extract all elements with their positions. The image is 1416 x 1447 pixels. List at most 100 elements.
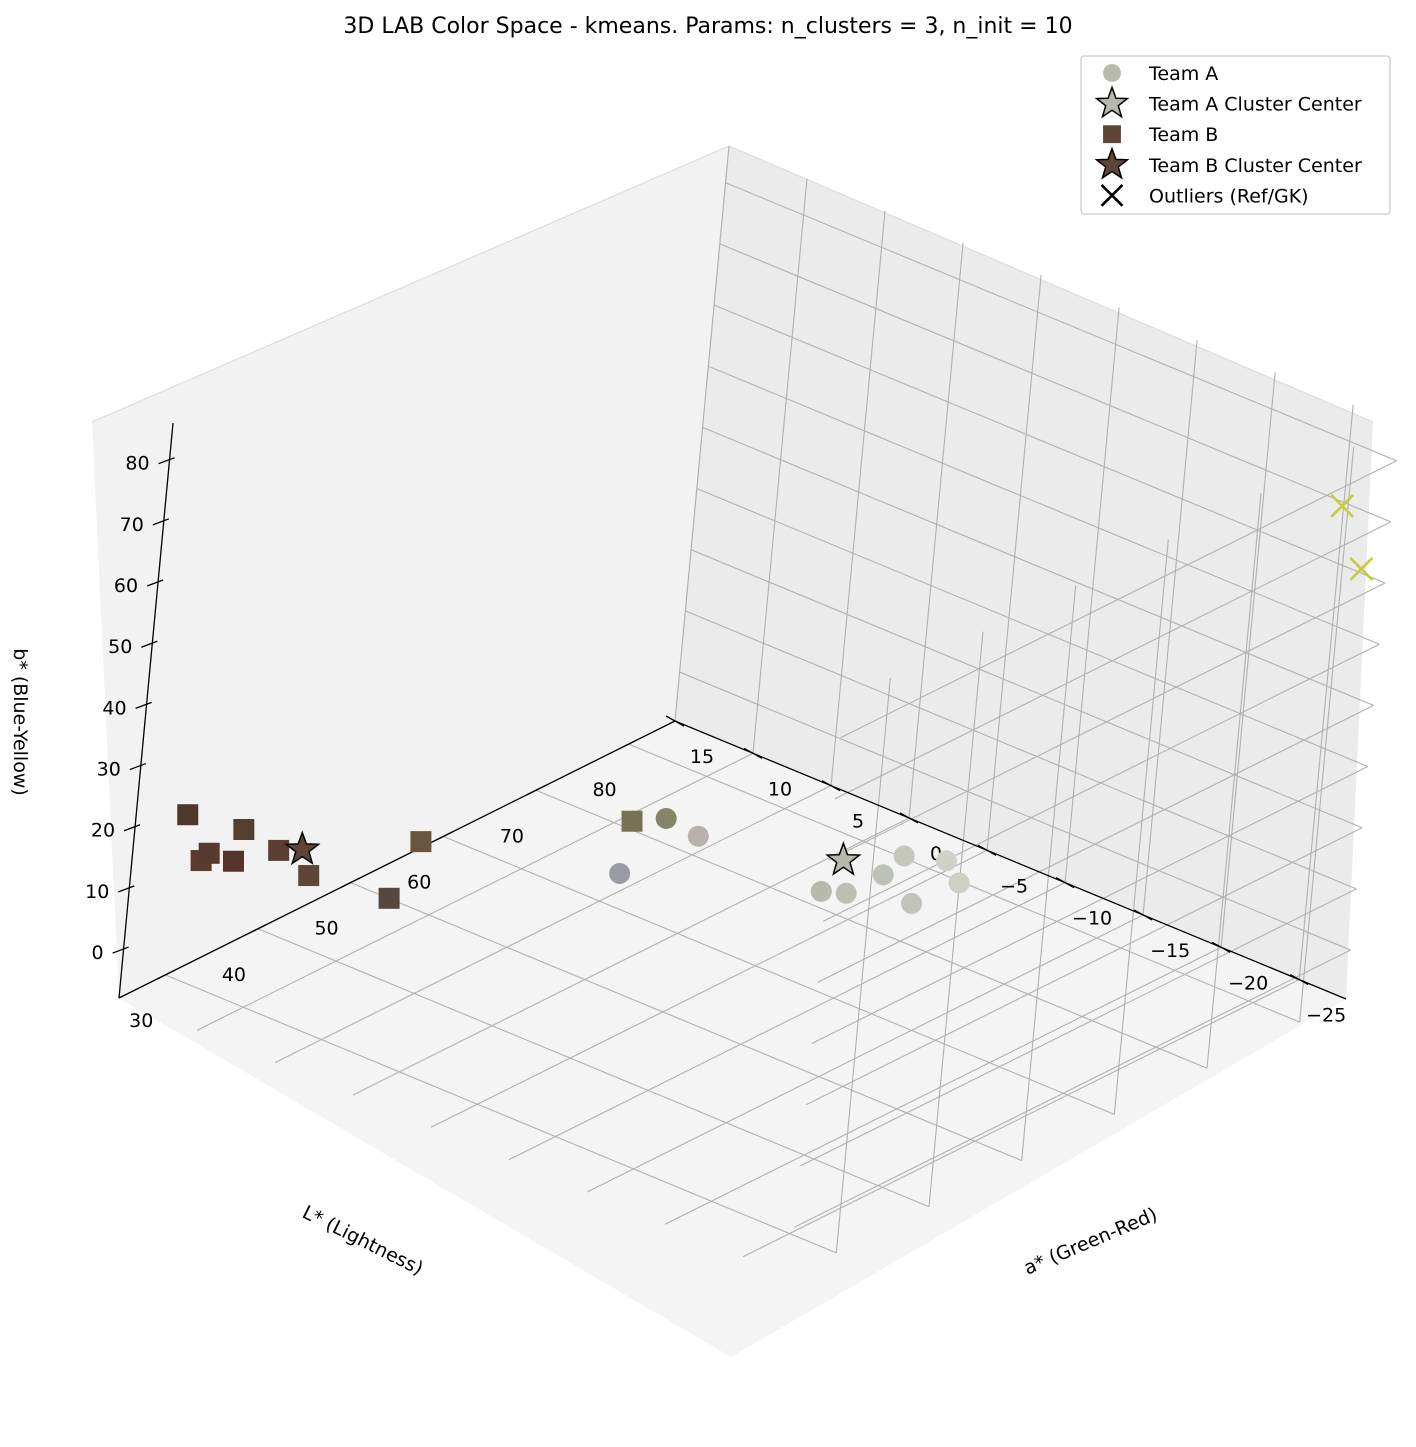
y-tick-label: 15 <box>690 746 714 768</box>
grid-line <box>1142 339 1198 916</box>
x-tick-mark <box>434 831 453 842</box>
chart-title: 3D LAB Color Space - kmeans. Params: n_c… <box>343 14 1072 39</box>
y-axis-line <box>674 720 1347 1000</box>
y-tick-mark <box>665 715 685 727</box>
team-b-point <box>268 839 290 861</box>
grid-line <box>835 677 891 1253</box>
y-tick-label: −10 <box>1072 908 1112 930</box>
team-b-point <box>222 850 244 872</box>
grid-line <box>696 488 1369 768</box>
grid-lines <box>118 145 1397 1258</box>
x-tick-mark <box>619 739 638 750</box>
floor-pane <box>119 721 1346 1357</box>
legend-x-icon <box>1100 184 1124 207</box>
legend-frame <box>1080 55 1391 215</box>
grid-line <box>805 827 1363 1106</box>
z-tick-mark <box>123 824 141 832</box>
team-a-point <box>948 872 970 894</box>
grid-line <box>713 304 1386 584</box>
data-marks <box>177 494 1374 914</box>
z-tick-mark <box>146 579 164 587</box>
y-tick-label: −15 <box>1150 940 1190 962</box>
legend: Team A Team A Cluster Center Team B Team B … <box>1080 55 1391 215</box>
cluster-center-star <box>825 841 862 876</box>
team-a-point <box>810 880 832 902</box>
legend-label: Team B Cluster Center <box>1148 155 1362 177</box>
z-axis-line <box>118 422 174 999</box>
left-back-pane <box>92 146 729 998</box>
z-tick-mark <box>112 946 129 954</box>
team-a-point <box>872 864 894 886</box>
y-tick-mark <box>1211 941 1231 953</box>
x-tick-label: 50 <box>314 918 338 940</box>
y-tick-label: −20 <box>1228 972 1268 994</box>
y-tick-label: −25 <box>1306 1005 1346 1027</box>
grid-line <box>908 242 964 819</box>
grid-line <box>1206 493 1262 1069</box>
x-tick-label: 30 <box>129 1010 153 1032</box>
grid-line <box>840 460 1397 739</box>
outlier-point <box>1349 557 1374 581</box>
z-tick-mark <box>135 701 152 709</box>
grid-line <box>928 631 984 1207</box>
grid-line <box>274 785 832 1064</box>
grid-line <box>664 946 1222 1225</box>
grid-line <box>828 582 1386 861</box>
grid-line <box>725 182 1397 462</box>
y-tick-label: 10 <box>768 778 792 800</box>
legend-circle-icon <box>1103 64 1121 82</box>
grid-line <box>508 882 1066 1161</box>
x-tick-mark <box>341 877 360 888</box>
grid-line <box>350 882 1022 1162</box>
grid-line <box>586 914 1144 1193</box>
grid-line <box>1021 585 1077 1161</box>
grid-line <box>685 610 1357 890</box>
grid-line <box>165 974 837 1254</box>
z-tick-label: 60 <box>114 575 138 597</box>
team-a-point <box>655 807 677 829</box>
team-b-point <box>233 819 255 841</box>
team-b-point <box>298 865 320 887</box>
z-tick-label: 50 <box>108 636 132 658</box>
y-tick-mark <box>1055 877 1075 889</box>
x-tick-label: 70 <box>500 825 524 847</box>
x-tick-label: 60 <box>407 871 431 893</box>
y-tick-label: 5 <box>852 811 864 833</box>
grid-line <box>679 671 1351 951</box>
cluster-center-star <box>284 830 321 866</box>
y-tick-mark <box>899 812 919 824</box>
z-tick-mark <box>141 640 158 648</box>
grid-line <box>752 178 808 754</box>
z-tick-mark <box>118 885 135 893</box>
grid-line <box>674 145 730 722</box>
x-tick-mark <box>526 785 546 796</box>
z-tick-mark <box>158 457 175 465</box>
x-tick-mark <box>156 969 175 980</box>
z-tick-label: 20 <box>91 820 115 842</box>
team-b-point <box>410 831 432 853</box>
z-tick-mark <box>152 518 170 526</box>
y-tick-mark <box>743 747 763 759</box>
grid-line <box>719 243 1392 523</box>
grid-line <box>823 643 1380 922</box>
team-a-point <box>901 892 923 914</box>
y-tick-mark <box>1133 909 1153 921</box>
y-tick-mark <box>1289 974 1309 986</box>
grid-line <box>834 521 1392 800</box>
legend-star-icon <box>1094 85 1130 119</box>
y-tick-mark <box>821 780 841 792</box>
grid-line <box>1298 404 1354 980</box>
z-tick-label: 10 <box>85 881 109 903</box>
team-a-point <box>893 845 915 867</box>
legend-label: Team A Cluster Center <box>1148 94 1362 116</box>
grid-line <box>986 275 1042 851</box>
team-a-point <box>687 825 709 847</box>
z-tick-label: 0 <box>92 942 104 964</box>
team-b-point <box>177 804 199 826</box>
team-a-point <box>609 862 631 884</box>
team-a-point <box>935 850 957 872</box>
x-axis-label: L* (Lightness) <box>299 1201 427 1280</box>
grid-line <box>800 888 1357 1167</box>
grid-line <box>794 949 1351 1228</box>
